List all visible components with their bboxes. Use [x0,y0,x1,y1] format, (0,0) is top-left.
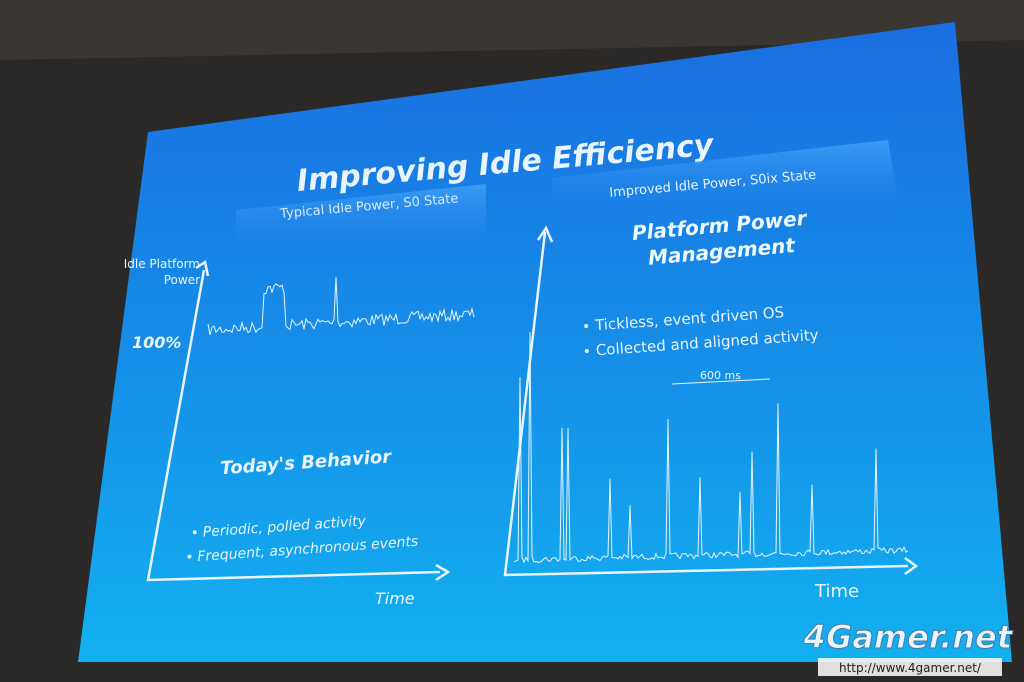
right-x-arrow [904,556,919,576]
left-axes [146,259,451,582]
interval-arrow [671,378,771,385]
right-header-box [552,140,900,224]
trace-line [514,331,909,564]
left-x-arrow [435,563,451,582]
left-y-arrow [195,259,210,277]
trace-line [207,277,475,336]
bullet-dot [584,348,589,353]
watermark-url-bg [818,658,1002,676]
left-axis-lines [146,269,441,582]
bullet-dot [187,554,192,559]
right-trace [514,331,909,564]
bullet-dot [192,530,197,535]
bullet-dot [584,323,589,328]
y-label-wrap: Idle Platform Power [123,257,200,287]
left-trace [207,277,475,336]
watermark-url: http://www.4gamer.net/ [839,661,982,675]
y-axis-label: Idle Platform Power [123,257,200,287]
level-label: 100% [132,333,181,352]
right-axis-lines [503,231,909,577]
right-x-axis-label: Time [814,581,859,602]
right-axes [503,225,919,577]
left-header-box [236,184,486,262]
interval-label: 600 ms [700,369,741,382]
left-x-axis-label: Time [375,589,415,608]
ceiling [0,0,1024,60]
right-y-arrow [536,225,554,243]
watermark-logo: 4Gamer.net [803,618,1014,656]
interval-line [671,378,771,385]
